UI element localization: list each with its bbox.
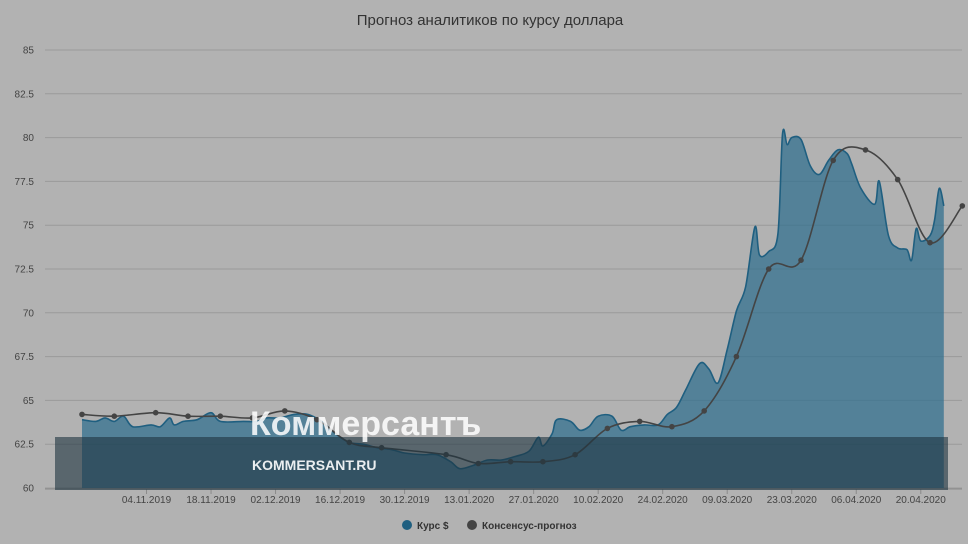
consensus-point[interactable] — [701, 408, 707, 414]
watermark-url: KOMMERSANT.RU — [252, 457, 376, 473]
x-tick-label: 16.12.2019 — [315, 495, 365, 506]
y-tick-label: 80 — [23, 133, 35, 144]
y-tick-label: 85 — [23, 46, 35, 57]
legend-marker-consensus — [467, 520, 477, 530]
y-tick-label: 67.5 — [15, 352, 35, 363]
legend-marker-rate — [402, 520, 412, 530]
x-tick-label: 30.12.2019 — [380, 495, 430, 506]
series-rate-line — [81, 128, 945, 470]
consensus-point[interactable] — [927, 239, 933, 246]
consensus-point[interactable] — [798, 257, 804, 264]
x-tick-label: 23.03.2020 — [767, 495, 817, 506]
consensus-point[interactable] — [830, 157, 836, 164]
consensus-point[interactable] — [185, 413, 191, 420]
watermark: Коммерсантъ KOMMERSANT.RU — [55, 405, 948, 490]
legend: Курс $ Консенсус-прогноз — [402, 520, 577, 532]
consensus-point[interactable] — [152, 409, 159, 416]
legend-item-consensus[interactable]: Консенсус-прогноз — [467, 520, 577, 532]
x-tick-label: 24.02.2020 — [638, 495, 688, 506]
consensus-point[interactable] — [314, 416, 320, 423]
consensus-point[interactable] — [217, 413, 224, 420]
y-tick-label: 70 — [23, 308, 35, 319]
y-tick-label: 65 — [23, 396, 35, 407]
x-tick-label: 10.02.2020 — [573, 495, 623, 506]
y-tick-label: 62.5 — [15, 440, 35, 451]
legend-label-consensus: Консенсус-прогноз — [482, 521, 577, 532]
consensus-point[interactable] — [111, 413, 118, 420]
consensus-point[interactable] — [79, 411, 85, 418]
y-tick-label: 60 — [23, 484, 35, 495]
x-tick-label: 18.11.2019 — [186, 495, 236, 506]
y-tick-label: 72.5 — [15, 265, 35, 276]
x-tick-label: 20.04.2020 — [896, 495, 946, 506]
y-axis: 85 82.5 80 77.5 75 72.5 70 67.5 65 62.5 60 — [15, 46, 35, 495]
watermark-brand: Коммерсантъ — [250, 405, 481, 443]
x-tick-label: 02.12.2019 — [251, 495, 301, 506]
x-tick-label: 06.04.2020 — [831, 495, 881, 506]
consensus-point[interactable] — [862, 147, 869, 153]
consensus-point[interactable] — [733, 353, 740, 360]
legend-item-rate[interactable]: Курс $ — [402, 520, 449, 532]
consensus-point[interactable] — [636, 418, 643, 425]
consensus-point[interactable] — [282, 408, 288, 414]
y-tick-label: 77.5 — [15, 177, 35, 188]
chart-title: Прогноз аналитиков по курсу доллара — [357, 12, 624, 29]
x-tick-label: 04.11.2019 — [122, 495, 172, 506]
series-rate-area — [81, 128, 945, 488]
consensus-point[interactable] — [894, 176, 901, 183]
series-rate-fill — [82, 129, 944, 488]
x-tick-label: 27.01.2020 — [509, 495, 559, 506]
y-tick-label: 75 — [23, 221, 35, 232]
legend-label-rate: Курс $ — [417, 521, 449, 532]
consensus-point[interactable] — [959, 203, 966, 209]
x-tick-label: 09.03.2020 — [702, 495, 752, 506]
consensus-point[interactable] — [249, 415, 256, 421]
watermark-band — [55, 437, 948, 490]
consensus-point[interactable] — [765, 266, 772, 272]
x-axis: 04.11.2019 18.11.2019 02.12.2019 16.12.2019… — [45, 488, 962, 506]
consensus-point[interactable] — [669, 423, 675, 430]
y-tick-label: 82.5 — [15, 89, 35, 100]
consensus-point[interactable] — [604, 425, 611, 432]
x-tick-label: 13.01.2020 — [444, 495, 494, 506]
